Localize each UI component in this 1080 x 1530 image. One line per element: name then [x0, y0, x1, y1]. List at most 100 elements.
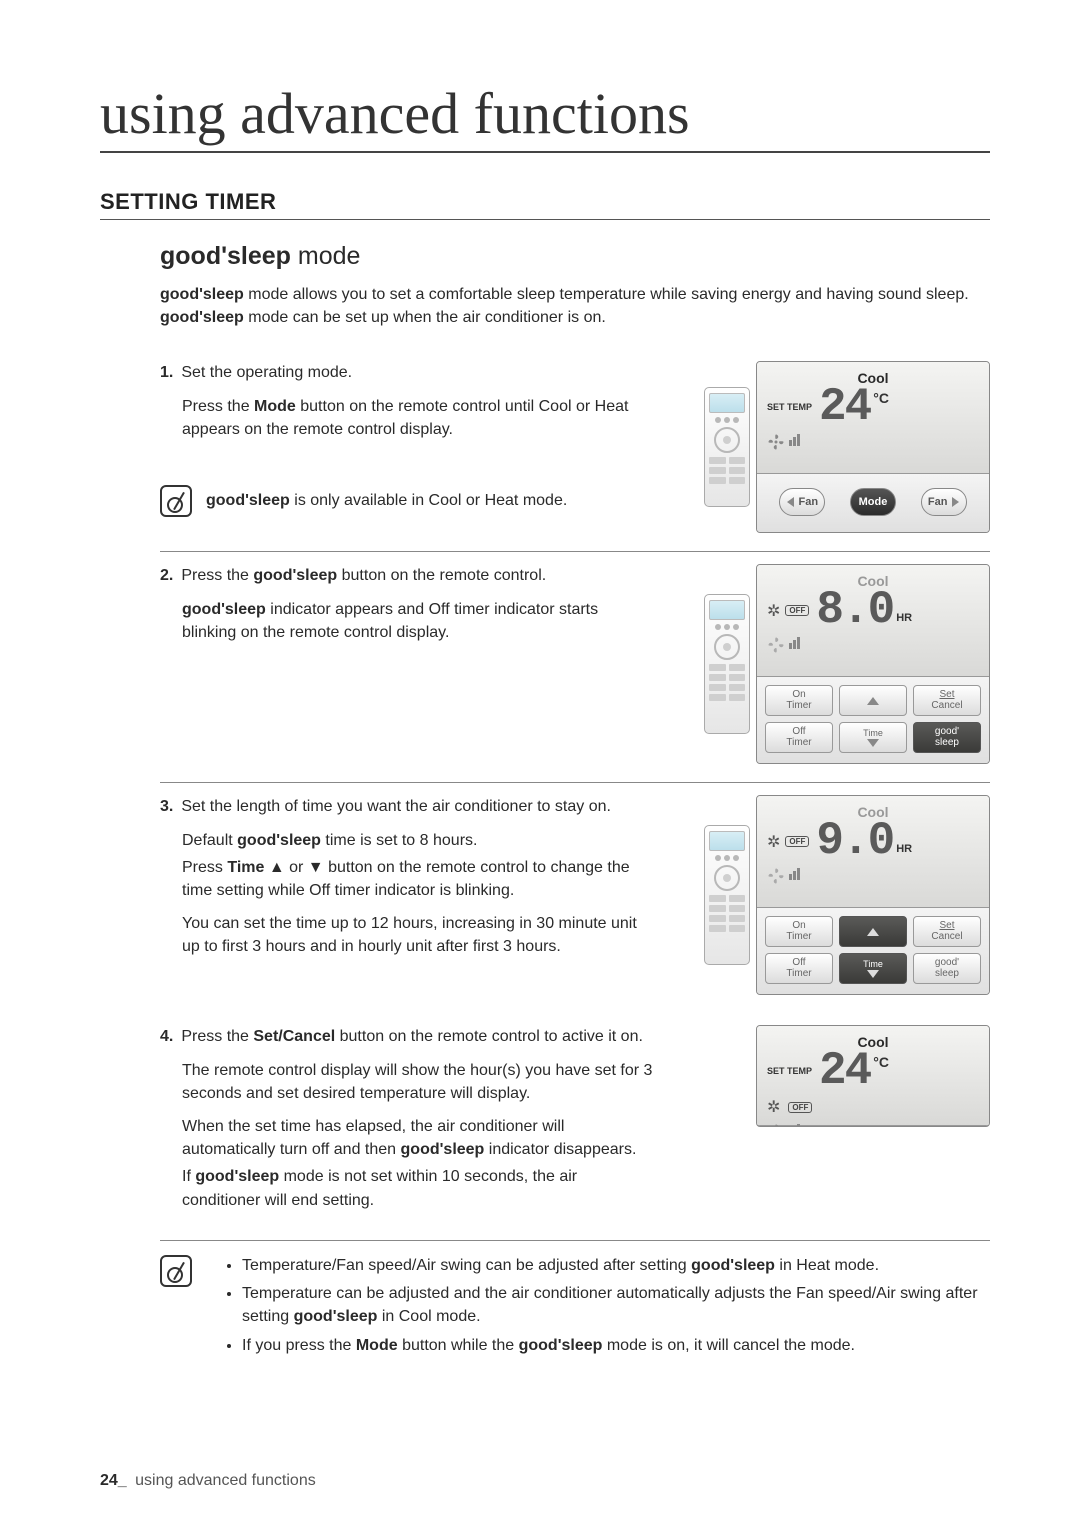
footer-text: using advanced functions: [131, 1472, 316, 1489]
time-up-button: [839, 916, 907, 947]
on-timer-button: On Timer: [765, 916, 833, 947]
signal-bars-icon: [789, 636, 801, 654]
fan-right-button: Fan: [921, 488, 967, 516]
intro-t1: mode allows you to set a comfortable sle…: [244, 286, 969, 303]
step4-l2: The remote control display will show the…: [160, 1059, 654, 1105]
d4-settemp: SET TEMP: [767, 1067, 812, 1076]
d2-time: 8.0: [816, 591, 893, 630]
d1-temp: 24: [819, 388, 870, 427]
d1-unit-c: °C: [873, 390, 889, 406]
n3c: button while the: [398, 1337, 519, 1354]
goodsleep-icon: ✲: [767, 832, 780, 852]
d3-time-lbl: Time: [863, 960, 883, 969]
page-number: 24_: [100, 1472, 127, 1489]
d2-gs-bot: sleep: [935, 738, 959, 749]
fan-icon: [767, 636, 785, 654]
mini-remote-icon: [704, 387, 750, 507]
on-timer-button: On Timer: [765, 685, 833, 716]
section-title: SETTING TIMER: [100, 189, 990, 220]
step1-note: good'sleep is only available in Cool or …: [160, 485, 654, 517]
d4-unitc: °C: [873, 1054, 889, 1070]
step-4: 4.Press the Set/Cancel button on the rem…: [160, 1013, 990, 1240]
goodsleep-icon: ✲: [767, 601, 780, 621]
mini-remote-icon: [704, 594, 750, 734]
page-footer: 24_ using advanced functions: [100, 1472, 316, 1490]
d1-fan-l: Fan: [799, 496, 819, 508]
fan-left-button: Fan: [779, 488, 825, 516]
mode-heading-rest: mode: [291, 242, 360, 270]
step2-l1c: button on the remote control.: [337, 567, 546, 584]
step1-num: 1.: [160, 364, 173, 381]
signal-bars-icon: [789, 433, 801, 451]
n3b: Mode: [356, 1337, 398, 1354]
mode-heading: good'sleep mode: [160, 242, 990, 271]
mini-remote-icon: [704, 825, 750, 965]
step4-l3c: indicator disappears.: [484, 1141, 636, 1158]
d4-mode: Cool: [767, 1034, 979, 1050]
step1-note-b: good'sleep: [206, 492, 290, 509]
d2-cancel: Cancel: [931, 701, 962, 712]
fan-icon: [767, 1123, 785, 1127]
step-1: 1.Set the operating mode. Press the Mode…: [160, 349, 990, 552]
d3-gs-bot: sleep: [935, 969, 959, 980]
off-timer-button: Off Timer: [765, 953, 833, 984]
goodsleep-button: good'sleep: [913, 953, 981, 984]
d1-mode: Cool: [767, 370, 979, 386]
signal-bars-icon: [789, 1123, 801, 1127]
set-cancel-button: SetCancel: [913, 916, 981, 947]
step3-l1: Set the length of time you want the air …: [181, 798, 611, 815]
display-unit-2: Cool ✲ OFF 8.0 HR On Timer SetCan: [756, 564, 990, 764]
display-unit-3: Cool ✲ OFF 9.0 HR On Timer SetCan: [756, 795, 990, 995]
note-icon: [160, 1255, 192, 1287]
mode-heading-bold: good'sleep: [160, 242, 291, 270]
step1-figure: Cool SET TEMP 24 °C Fan Mode Fan: [670, 361, 990, 533]
step-3: 3. Set the length of time you want the ai…: [160, 783, 990, 1013]
step3-l2b: good'sleep: [237, 832, 321, 849]
step2-l1a: Press the: [181, 567, 253, 584]
d2-off: OFF: [785, 605, 809, 616]
step3-l3a: Press: [182, 859, 227, 876]
intro-b1: good'sleep: [160, 286, 244, 303]
step3-num: 3.: [160, 798, 173, 815]
intro-t2: mode can be set up when the air conditio…: [244, 309, 606, 326]
n3d: good'sleep: [519, 1337, 603, 1354]
d2-time-lbl: Time: [863, 729, 883, 738]
notes-block: Temperature/Fan speed/Air swing can be a…: [160, 1255, 990, 1364]
note-2: Temperature can be adjusted and the air …: [242, 1283, 990, 1328]
d1-settemp: SET TEMP: [767, 403, 812, 412]
step4-l1c: button on the remote control to active i…: [335, 1028, 643, 1045]
goodsleep-icon: ✲: [767, 1097, 780, 1117]
intro-b2: good'sleep: [160, 309, 244, 326]
fan-icon: [767, 867, 785, 885]
d4-temp: 24: [819, 1052, 870, 1091]
step3-l4: You can set the time up to 12 hours, inc…: [160, 912, 654, 958]
step4-figure: Cool SET TEMP 24 °C ✲ OFF: [670, 1025, 990, 1127]
d4-off: OFF: [788, 1102, 812, 1113]
n2c: in Cool mode.: [377, 1308, 480, 1325]
d3-time: 9.0: [816, 822, 893, 861]
note-3: If you press the Mode button while the g…: [242, 1335, 990, 1358]
step3-l2c: time is set to 8 hours.: [321, 832, 478, 849]
step4-l3b: good'sleep: [401, 1141, 485, 1158]
fan-icon: [767, 433, 785, 451]
page-title: using advanced functions: [100, 80, 990, 153]
d3-off: OFF: [785, 836, 809, 847]
step3-l2a: Default: [182, 832, 237, 849]
step4-l1a: Press the: [181, 1028, 253, 1045]
d2-hr: HR: [896, 612, 912, 624]
display-unit-4: Cool SET TEMP 24 °C ✲ OFF: [756, 1025, 990, 1127]
step2-num: 2.: [160, 567, 173, 584]
step2-l1b: good'sleep: [253, 567, 337, 584]
set-cancel-button: SetCancel: [913, 685, 981, 716]
step3-figure: Cool ✲ OFF 9.0 HR On Timer SetCan: [670, 795, 990, 995]
n1c: in Heat mode.: [775, 1257, 879, 1274]
time-down-button: Time: [839, 722, 907, 753]
step1-l2b: Mode: [254, 398, 296, 415]
step3-l3b: Time: [227, 859, 264, 876]
step4-l4b: good'sleep: [195, 1168, 279, 1185]
step1-note-t: is only available in Cool or Heat mode.: [290, 492, 567, 509]
step1-line1: Set the operating mode.: [181, 364, 352, 381]
signal-bars-icon: [789, 867, 801, 885]
note-icon: [160, 485, 192, 517]
step2-l2a: good'sleep: [182, 601, 266, 618]
